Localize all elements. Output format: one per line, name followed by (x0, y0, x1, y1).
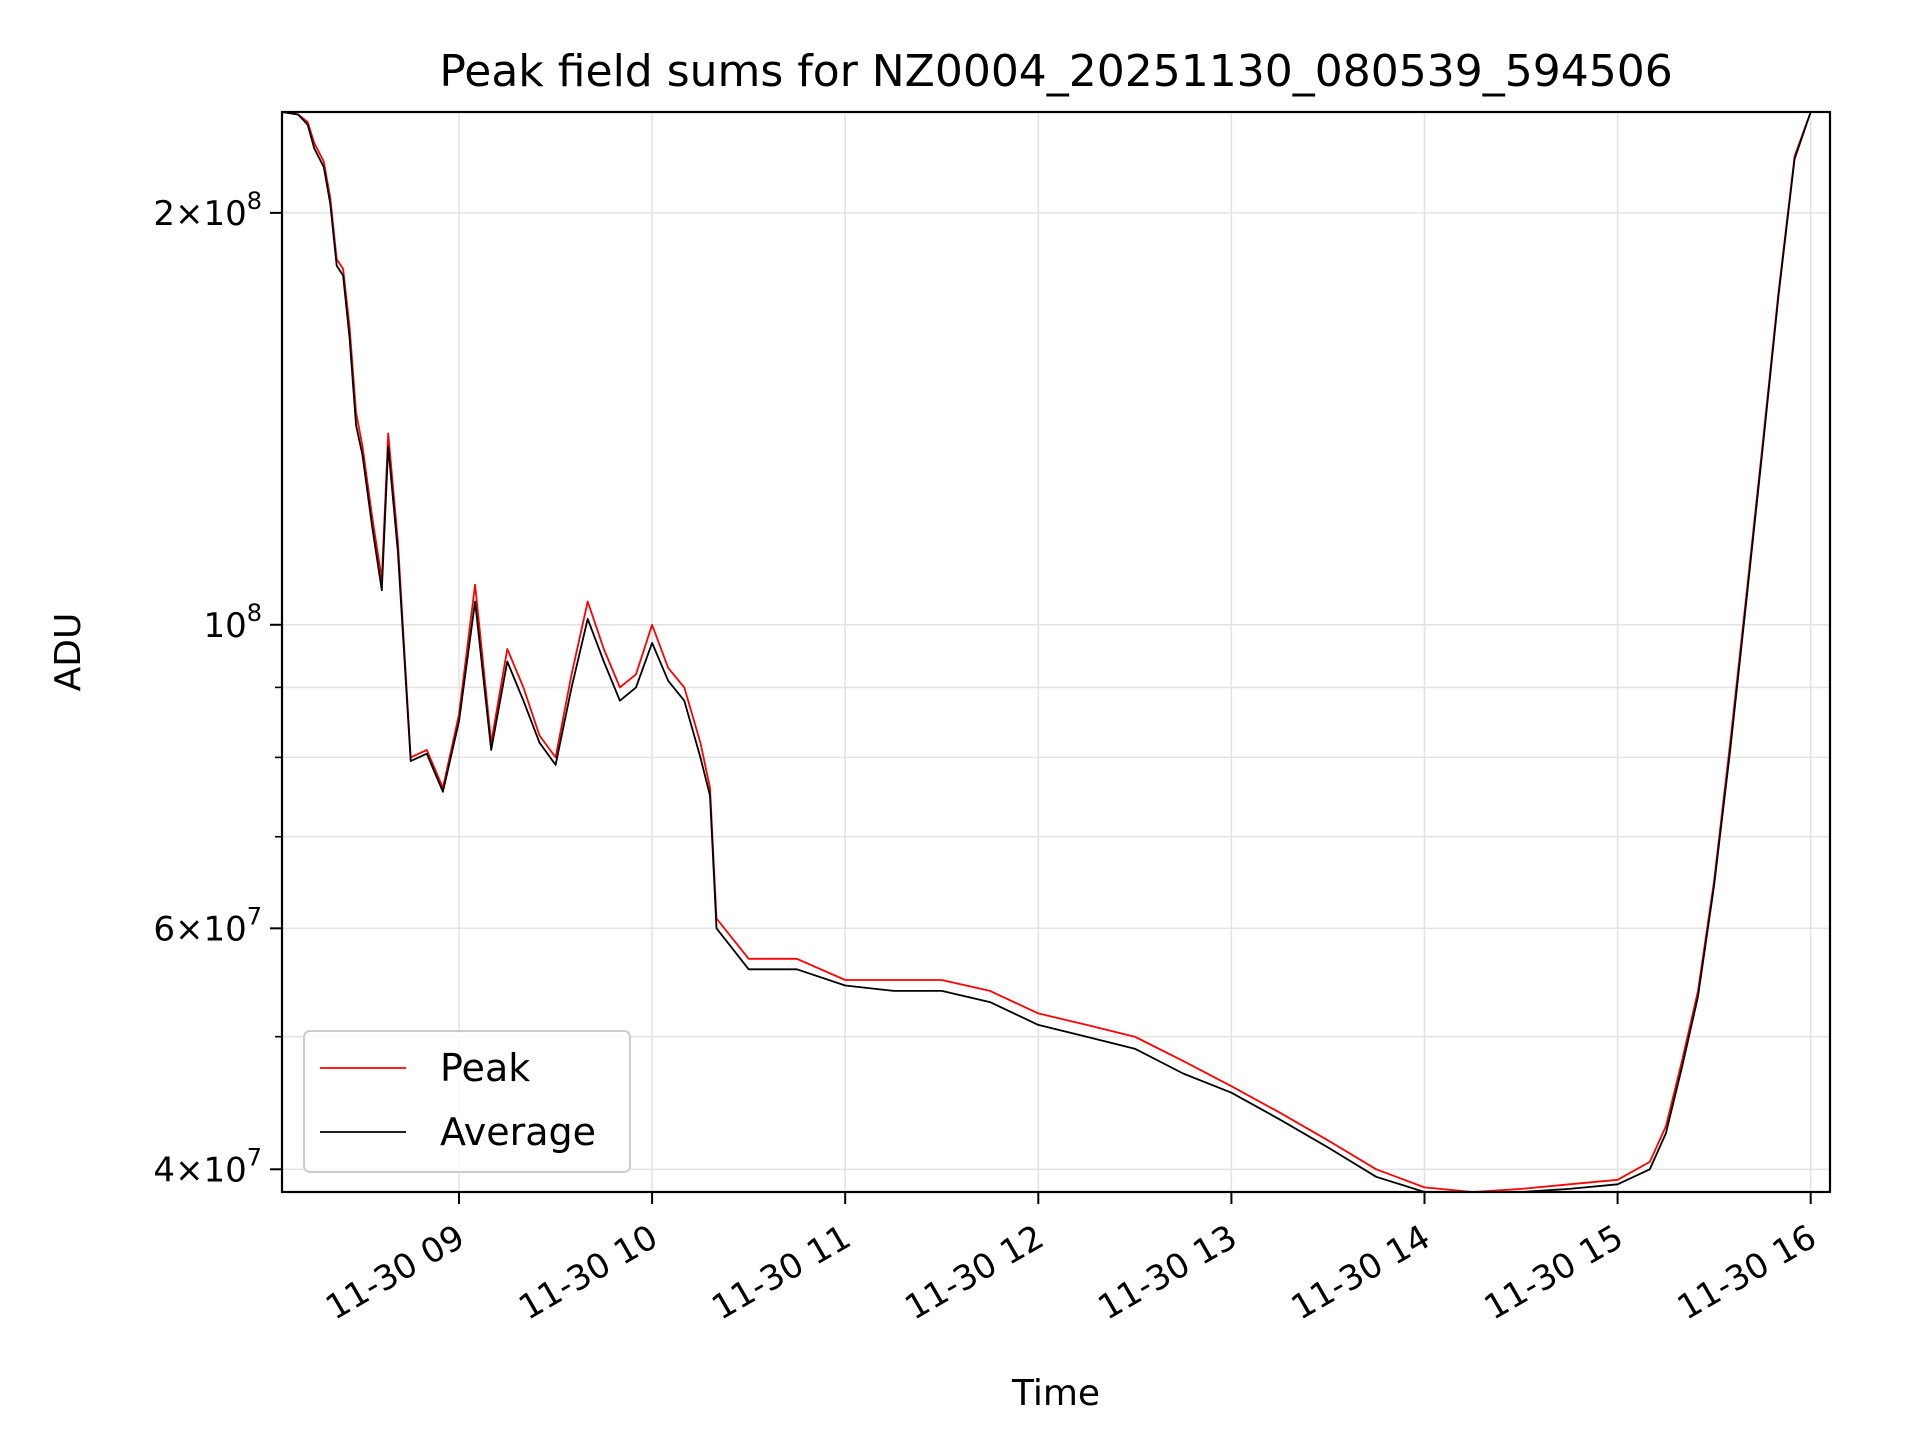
grid-lines (282, 112, 1830, 1192)
legend-peak-label: Peak (440, 1046, 530, 1090)
y-tick-label: 6×107 (153, 902, 262, 949)
series-line-peak (281, 111, 1830, 1193)
y-tick-label: 4×107 (153, 1143, 262, 1190)
chart-title: Peak field sums for NZ0004_20251130_0805… (439, 46, 1672, 97)
legend-box (303, 1030, 631, 1173)
y-tick-label: 2×108 (153, 187, 262, 234)
y-axis-label: ADU (48, 613, 89, 692)
y-axis-ticks: 4×107 6×107 108 2×108 (153, 187, 282, 1190)
series-line-average (281, 111, 1830, 1193)
series-lines (281, 111, 1830, 1193)
x-axis-label: Time (1011, 1373, 1100, 1414)
y-tick-label: 108 (203, 599, 262, 646)
plot-frame (280, 110, 1832, 1194)
legend: Peak Average (303, 1030, 631, 1173)
legend-average-label: Average (440, 1110, 596, 1154)
